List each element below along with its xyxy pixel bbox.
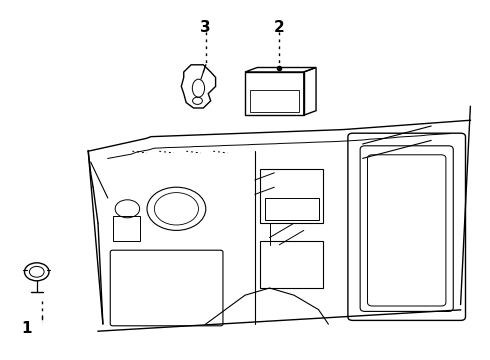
Bar [245, 72, 304, 115]
Text: 2: 2 [274, 19, 285, 35]
Bar [260, 169, 323, 223]
Bar [250, 90, 299, 112]
Text: 1: 1 [22, 321, 32, 336]
Bar [260, 241, 323, 288]
Bar [113, 216, 140, 241]
Bar [265, 198, 318, 220]
Text: 3: 3 [200, 19, 211, 35]
